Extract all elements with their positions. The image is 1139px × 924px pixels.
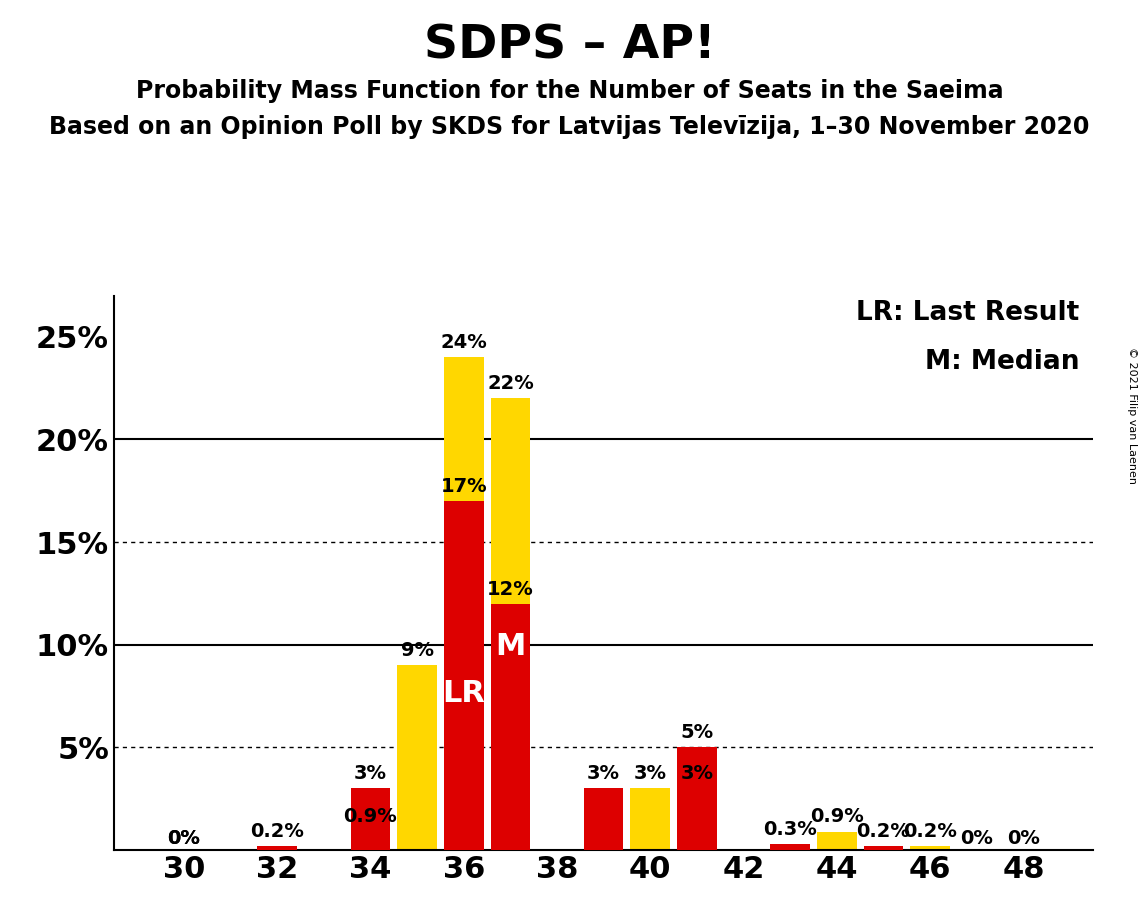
Text: 3%: 3% — [354, 764, 387, 784]
Text: SDPS – AP!: SDPS – AP! — [424, 23, 715, 68]
Bar — [257, 846, 297, 850]
Text: LR: Last Result: LR: Last Result — [857, 299, 1080, 326]
Bar — [584, 788, 623, 850]
Bar — [491, 603, 531, 850]
Bar — [351, 788, 391, 850]
Text: 17%: 17% — [441, 477, 487, 496]
Text: 9%: 9% — [401, 641, 434, 660]
Text: 3%: 3% — [680, 764, 713, 784]
Bar — [631, 788, 670, 850]
Bar — [351, 832, 391, 850]
Text: M: Median: M: Median — [925, 349, 1080, 375]
Bar — [817, 832, 857, 850]
Text: 3%: 3% — [588, 764, 620, 784]
Bar — [863, 846, 903, 850]
Text: © 2021 Filip van Laenen: © 2021 Filip van Laenen — [1126, 347, 1137, 484]
Bar — [398, 665, 437, 850]
Bar — [491, 398, 531, 850]
Text: 12%: 12% — [487, 579, 534, 599]
Bar — [444, 358, 484, 850]
Text: 0%: 0% — [960, 829, 993, 847]
Text: 0.2%: 0.2% — [251, 821, 304, 841]
Text: 0.3%: 0.3% — [763, 820, 817, 839]
Text: 3%: 3% — [633, 764, 666, 784]
Bar — [910, 846, 950, 850]
Text: Based on an Opinion Poll by SKDS for Latvijas Televīzija, 1–30 November 2020: Based on an Opinion Poll by SKDS for Lat… — [49, 115, 1090, 139]
Text: 0.2%: 0.2% — [857, 821, 910, 841]
Text: 0.9%: 0.9% — [344, 808, 398, 826]
Text: 0%: 0% — [1007, 829, 1040, 847]
Text: 5%: 5% — [680, 723, 713, 742]
Text: M: M — [495, 632, 525, 662]
Text: 0%: 0% — [167, 829, 200, 847]
Bar — [770, 844, 810, 850]
Text: 22%: 22% — [487, 374, 534, 394]
Text: 0.9%: 0.9% — [810, 808, 863, 826]
Text: 0.2%: 0.2% — [903, 821, 957, 841]
Bar — [444, 501, 484, 850]
Bar — [678, 788, 716, 850]
Bar — [678, 748, 716, 850]
Text: Probability Mass Function for the Number of Seats in the Saeima: Probability Mass Function for the Number… — [136, 79, 1003, 103]
Text: 0%: 0% — [167, 829, 200, 847]
Text: LR: LR — [442, 678, 485, 708]
Text: 24%: 24% — [441, 334, 487, 352]
